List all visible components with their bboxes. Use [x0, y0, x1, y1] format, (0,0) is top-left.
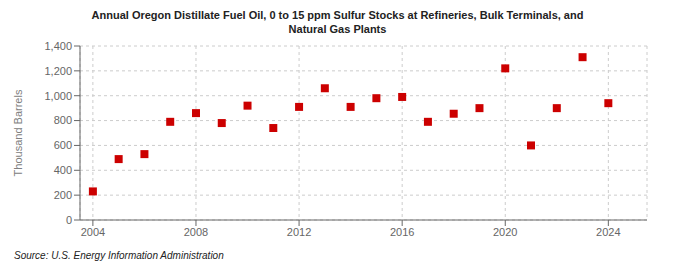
- svg-text:2004: 2004: [81, 226, 105, 238]
- html-text:Natural Gas Plants: Natural Gas Plants: [288, 23, 387, 35]
- svg-text:2008: 2008: [184, 226, 208, 238]
- svg-text:0: 0: [66, 214, 72, 226]
- svg-text:1,200: 1,200: [44, 65, 72, 77]
- svg-text:2016: 2016: [390, 226, 414, 238]
- html-text:Annual Oregon Distillate Fuel: Annual Oregon Distillate Fuel Oil, 0 to …: [91, 9, 584, 21]
- svg-text:1,400: 1,400: [44, 40, 72, 52]
- svg-text:Thousand Barrels: Thousand Barrels: [12, 89, 24, 176]
- svg-text:200: 200: [54, 189, 72, 201]
- svg-text:400: 400: [54, 164, 72, 176]
- html-text:Source: U.S. Energy Informatio: Source: U.S. Energy Information Administ…: [14, 250, 224, 261]
- svg-text:600: 600: [54, 139, 72, 151]
- svg-text:2024: 2024: [596, 226, 620, 238]
- svg-text:1,000: 1,000: [44, 90, 72, 102]
- svg-text:2012: 2012: [287, 226, 311, 238]
- svg-text:800: 800: [54, 114, 72, 126]
- svg-text:2020: 2020: [493, 226, 517, 238]
